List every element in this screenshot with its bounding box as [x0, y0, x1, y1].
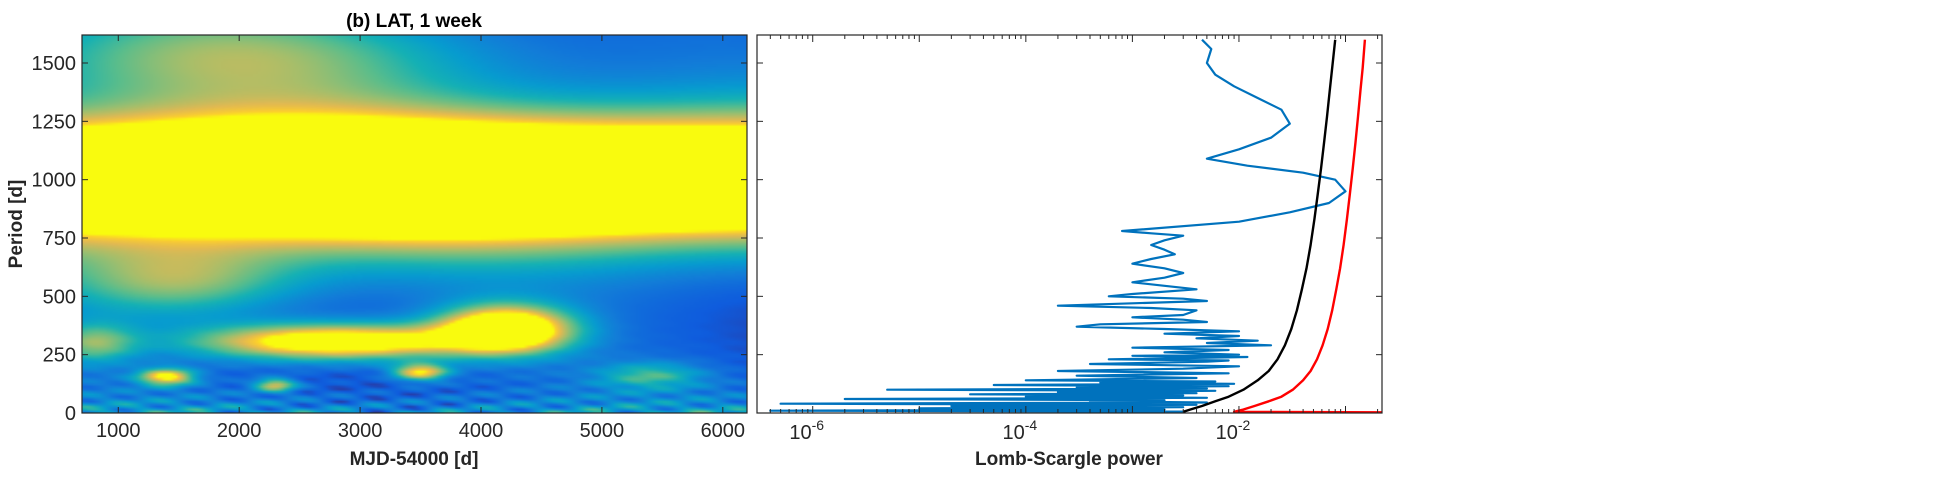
periodogram-panel: 10-6 10-4 10-2 Lomb-Scargle power: [756, 34, 1383, 470]
x-tick-label: 4000: [459, 420, 504, 442]
periodogram-series: [769, 38, 1382, 413]
x-tick-label-log: 10-2: [1216, 417, 1251, 444]
y-tick-label: 250: [43, 345, 76, 367]
heatmap-ticks: 1000 2000 3000 4000 5000 6000 0 250 500 750 1000 12…: [32, 35, 747, 442]
series-line-2: [1232, 39, 1382, 413]
y-tick-label: 1000: [32, 170, 77, 192]
x-axis-title-power: Lomb-Scargle power: [975, 449, 1164, 470]
y-tick-label: 750: [43, 228, 76, 250]
y-axis-title: Period [d]: [6, 180, 27, 269]
series-line-0: [769, 38, 1347, 413]
x-tick-label: 5000: [580, 420, 625, 442]
x-axis-title: MJD-54000 [d]: [350, 449, 479, 470]
x-tick-label-log: 10-6: [789, 417, 824, 444]
series-line-1: [1182, 39, 1337, 413]
heatmap-image: [82, 35, 747, 413]
wavelet-panel: (b) LAT, 1 week 1000 2000 3000 4000 5000 6000…: [6, 11, 748, 470]
x-tick-label: 2000: [217, 420, 262, 442]
y-tick-label: 1250: [32, 111, 77, 133]
x-tick-label: 3000: [338, 420, 383, 442]
y-tick-label: 500: [43, 286, 76, 308]
heatmap-axes-box: [81, 34, 748, 414]
y-tick-label: 0: [65, 403, 76, 425]
chart-title: (b) LAT, 1 week: [346, 11, 482, 32]
x-tick-label: 1000: [96, 420, 141, 442]
periodogram-background: [757, 35, 1382, 413]
x-tick-label: 6000: [701, 420, 746, 442]
periodogram-ticks: 10-6 10-4 10-2: [756, 35, 1382, 444]
y-tick-label: 1500: [32, 53, 77, 75]
periodogram-axes-box: [756, 34, 1383, 414]
x-tick-label-log: 10-4: [1002, 417, 1037, 444]
